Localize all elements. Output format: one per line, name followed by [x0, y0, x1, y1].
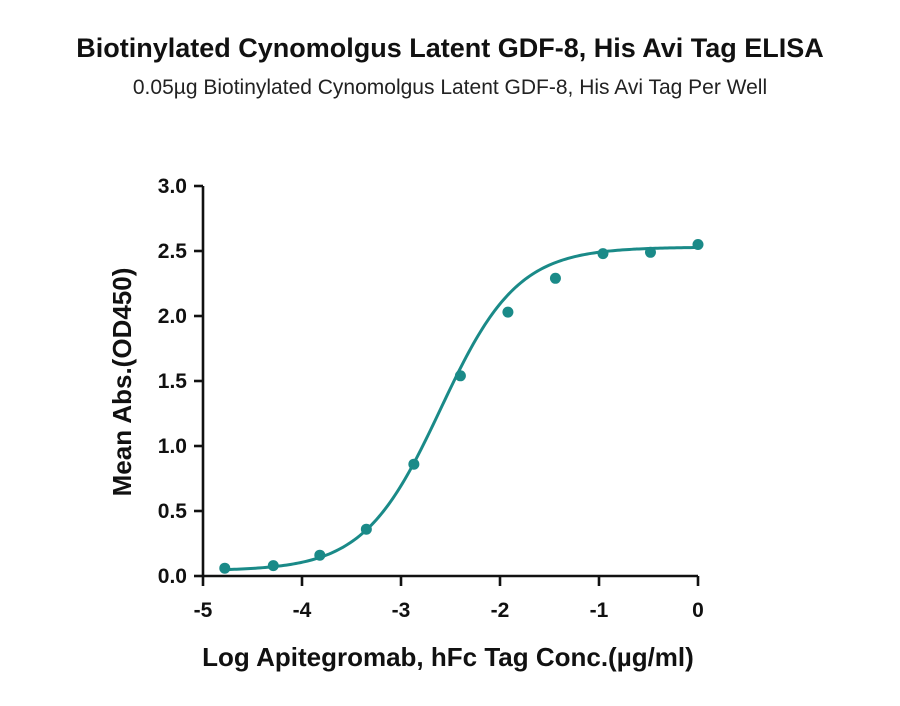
x-tick-label: -4 — [293, 599, 312, 622]
data-point — [502, 306, 514, 318]
data-point — [597, 248, 609, 260]
y-tick-label: 3.0 — [158, 175, 187, 198]
y-tick-label: 1.5 — [158, 370, 188, 393]
y-tick-label: 0.5 — [158, 500, 188, 523]
y-axis-label: Mean Abs.(OD450) — [107, 268, 137, 497]
data-point — [408, 458, 420, 470]
x-tick-label: -5 — [194, 599, 213, 622]
axes: 0.0 0.5 1.0 1.5 2.0 2.5 3.0 -5 -4 -3 -2 -1 0 — [158, 175, 704, 622]
x-tick-label: -3 — [392, 599, 411, 622]
data-point — [644, 246, 656, 258]
fit-curve — [224, 246, 699, 572]
data-point — [454, 370, 466, 382]
y-tick-label: 2.0 — [158, 305, 187, 328]
x-tick-label: 0 — [692, 599, 704, 622]
data-point — [360, 523, 372, 535]
y-tick-label: 1.0 — [158, 435, 187, 458]
x-tick-label: -1 — [590, 599, 609, 622]
y-tick-label: 2.5 — [158, 240, 188, 263]
x-axis-label: Log Apitegromab, hFc Tag Conc.(µg/ml) — [202, 642, 694, 672]
x-tick-label: -2 — [491, 599, 510, 622]
data-point — [692, 239, 704, 250]
data-point — [314, 549, 326, 561]
fit-curve-group — [224, 246, 699, 572]
data-point — [549, 272, 561, 284]
chart-title: Biotinylated Cynomolgus Latent GDF-8, Hi… — [76, 33, 824, 63]
y-tick-label: 0.0 — [158, 565, 187, 588]
data-point — [267, 560, 279, 572]
data-points — [219, 239, 704, 574]
chart-subtitle: 0.05µg Biotinylated Cynomolgus Latent GD… — [132, 76, 768, 99]
data-point — [219, 562, 231, 574]
